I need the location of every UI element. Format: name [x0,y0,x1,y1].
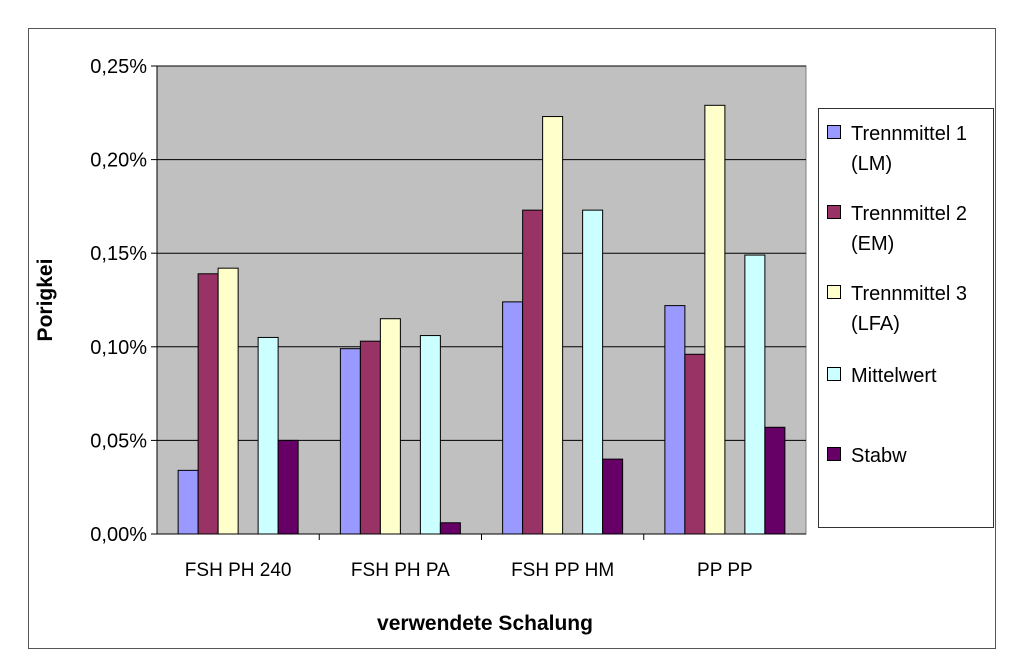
y-tick-label: 0,15% [90,243,147,265]
legend-swatch [827,367,841,381]
bar [664,305,686,535]
y-tick-label: 0,25% [90,56,147,78]
bar [217,267,239,535]
x-tick-label: FSH PH 240 [185,560,292,581]
bar [339,348,361,535]
legend-swatch [827,285,841,299]
x-tick-label: FSH PH PA [351,560,450,581]
bar [764,426,786,535]
bar [704,104,726,535]
bar [582,209,604,535]
bar [177,469,199,535]
legend-item: Trennmittel 3 (LFA) [827,279,995,339]
x-axis-title: verwendete Schalung [377,612,593,635]
bar [277,439,299,535]
y-tick-label: 0,00% [90,524,147,546]
x-tick-label: PP PP [697,560,753,581]
legend-item: Mittelwert [827,361,995,391]
bars [177,104,786,535]
legend-item: Trennmittel 2 (EM) [827,199,995,259]
bar [197,273,219,535]
bar [439,522,461,535]
y-tick-label: 0,20% [90,150,147,172]
legend-swatch [827,125,841,139]
bar [744,254,766,535]
bar [502,301,524,535]
legend-label: Trennmittel 3 (LFA) [851,283,967,335]
legend-swatch [827,447,841,461]
x-axis-ticks: FSH PH 240 FSH PH PA FSH PP HM PP PP [185,534,753,581]
bar [419,335,441,535]
bar [542,116,564,535]
legend-label: Trennmittel 1 (LM) [851,123,967,175]
y-tick-label: 0,05% [90,430,147,452]
legend: Trennmittel 1 (LM) Trennmittel 2 (EM) Tren… [818,108,994,528]
bar [257,336,279,535]
legend-label: Stabw [851,445,907,467]
bar [379,318,401,535]
bar [359,340,381,535]
x-tick-label: FSH PP HM [511,560,614,581]
bar [684,353,706,535]
y-tick-label: 0,10% [90,337,147,359]
legend-label: Mittelwert [851,365,937,387]
bar [522,209,544,535]
legend-swatch [827,205,841,219]
legend-item: Trennmittel 1 (LM) [827,119,995,179]
legend-label: Trennmittel 2 (EM) [851,203,967,255]
bar [602,458,624,535]
y-axis-title: Porigkei [34,259,57,342]
legend-item: Stabw [827,441,995,471]
